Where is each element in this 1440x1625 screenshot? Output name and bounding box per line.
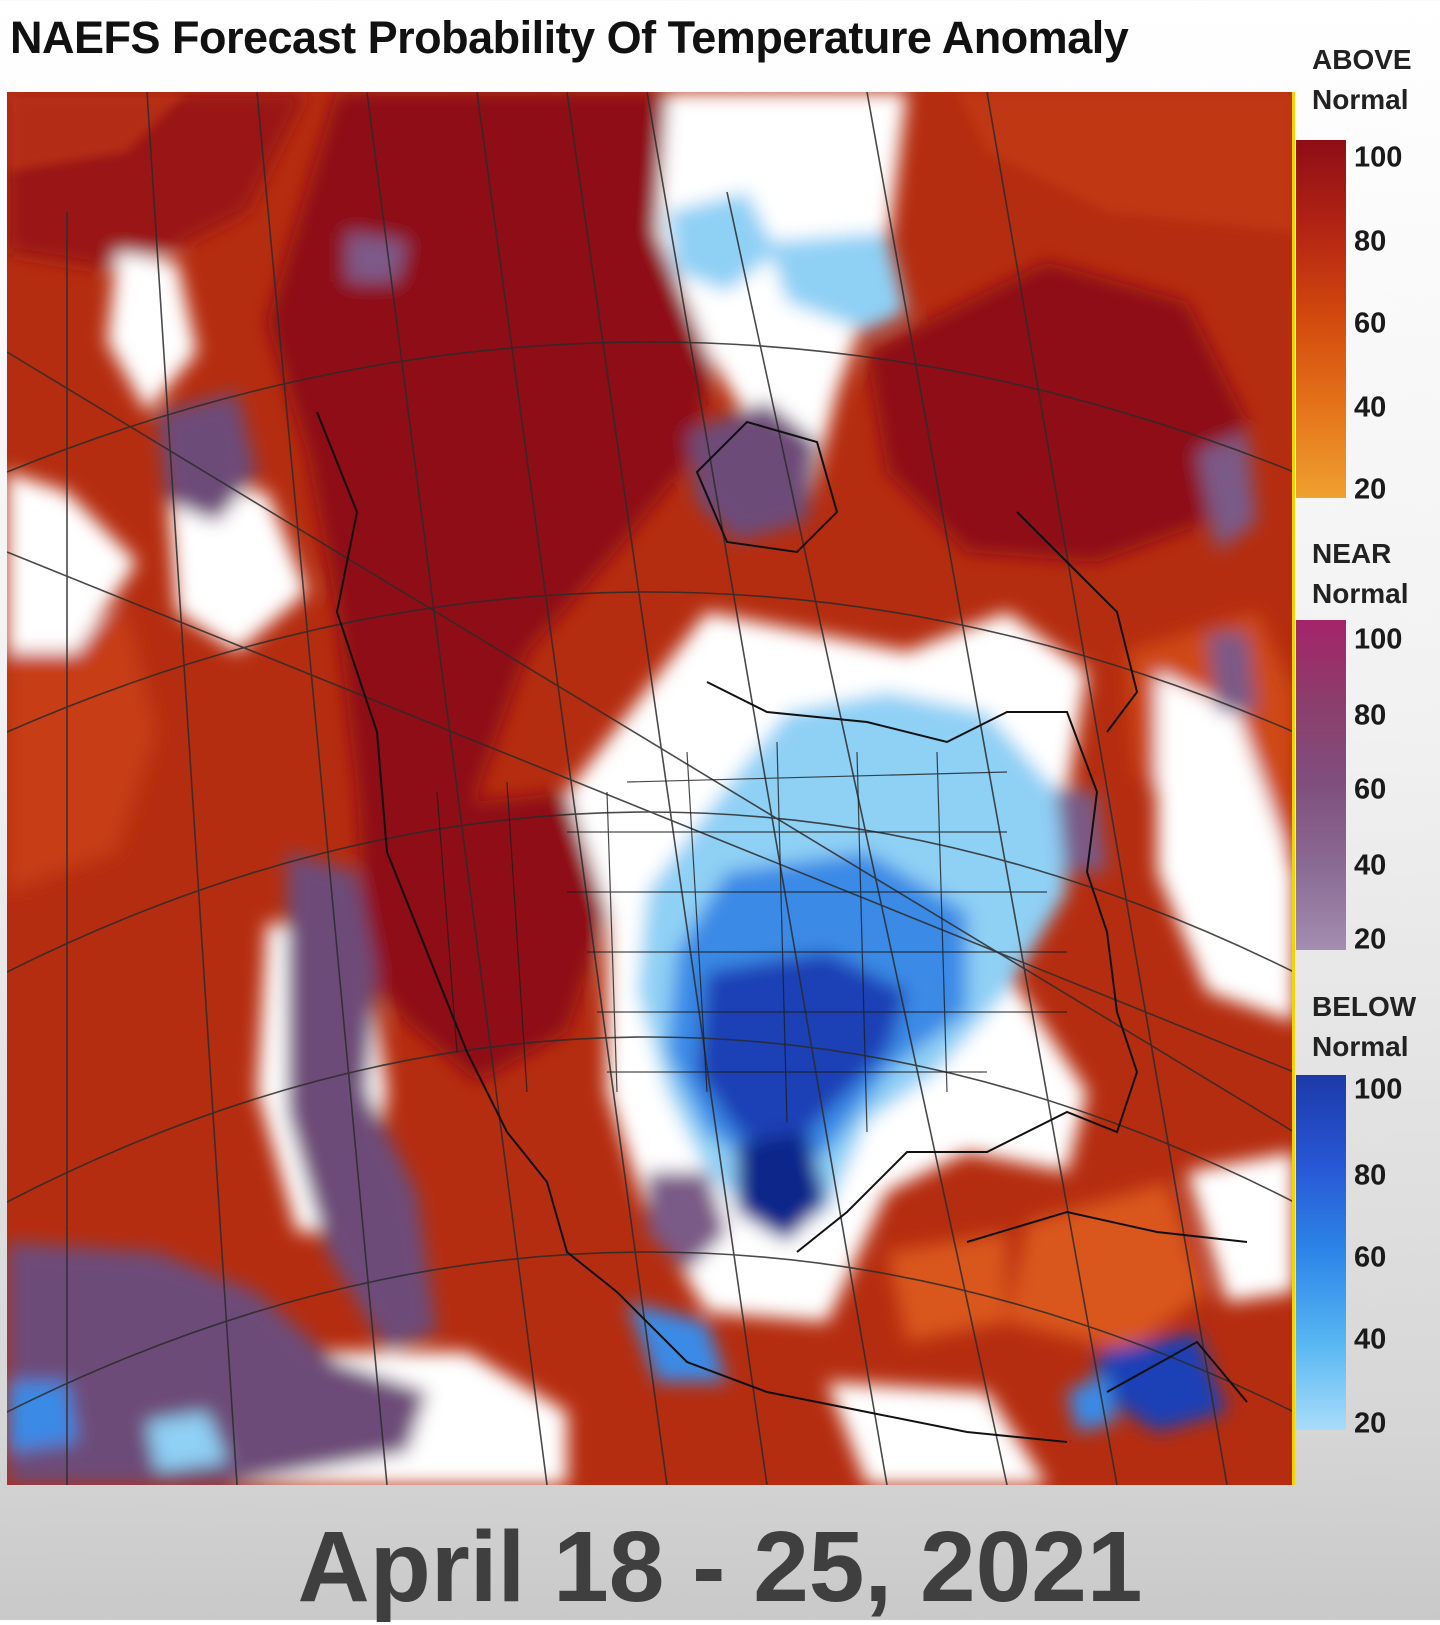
legend-above-tick: 80 — [1354, 225, 1387, 258]
below-strong-texas — [697, 952, 907, 1152]
legend-near-tick: 60 — [1354, 773, 1387, 806]
date-range: April 18 - 25, 2021 — [297, 1511, 1143, 1623]
legend-below-tick: 40 — [1354, 1323, 1387, 1356]
legend-near-title: NEAR — [1312, 538, 1392, 569]
legend-above-tick: 100 — [1354, 141, 1403, 174]
legend-near-tick: 100 — [1354, 623, 1403, 656]
legend-below-colorbar — [1296, 1075, 1346, 1430]
legend-near-tick: 20 — [1354, 923, 1387, 956]
map-title: NAEFS Forecast Probability Of Temperatur… — [10, 12, 1129, 63]
legend-near-subtitle: Normal — [1312, 578, 1409, 609]
above-strong-greenland — [867, 262, 1247, 562]
legend-near-tick: 80 — [1354, 699, 1387, 732]
legend: ABOVE Normal 100 80 60 40 20 NEAR Normal… — [1296, 0, 1440, 1480]
legend-above-colorbar — [1296, 140, 1346, 498]
legend-above-tick: 20 — [1354, 473, 1387, 506]
state-borders — [436, 741, 1067, 1133]
legend-below-tick: 80 — [1354, 1159, 1387, 1192]
probability-map — [7, 92, 1294, 1485]
near-normal-pacific — [287, 852, 437, 1352]
legend-below-subtitle: Normal — [1312, 1031, 1409, 1062]
legend-above-tick: 60 — [1354, 307, 1387, 340]
legend-above-subtitle: Normal — [1312, 84, 1409, 115]
legend-above-title: ABOVE — [1312, 44, 1412, 75]
legend-near-tick: 40 — [1354, 849, 1387, 882]
legend-below-title: BELOW — [1312, 991, 1417, 1022]
legend-below-tick: 20 — [1354, 1407, 1387, 1440]
legend-above-tick: 40 — [1354, 391, 1387, 424]
legend-below-tick: 100 — [1354, 1073, 1403, 1106]
near-normal-hudson-bay — [687, 402, 817, 542]
legend-divider — [1292, 92, 1295, 1485]
map-canvas — [7, 92, 1294, 1485]
neutral-arctic — [657, 92, 907, 512]
legend-near-colorbar — [1296, 620, 1346, 950]
legend-below-tick: 60 — [1354, 1241, 1387, 1274]
coastlines — [316, 411, 1248, 1443]
graticule-lines — [7, 92, 1294, 1485]
